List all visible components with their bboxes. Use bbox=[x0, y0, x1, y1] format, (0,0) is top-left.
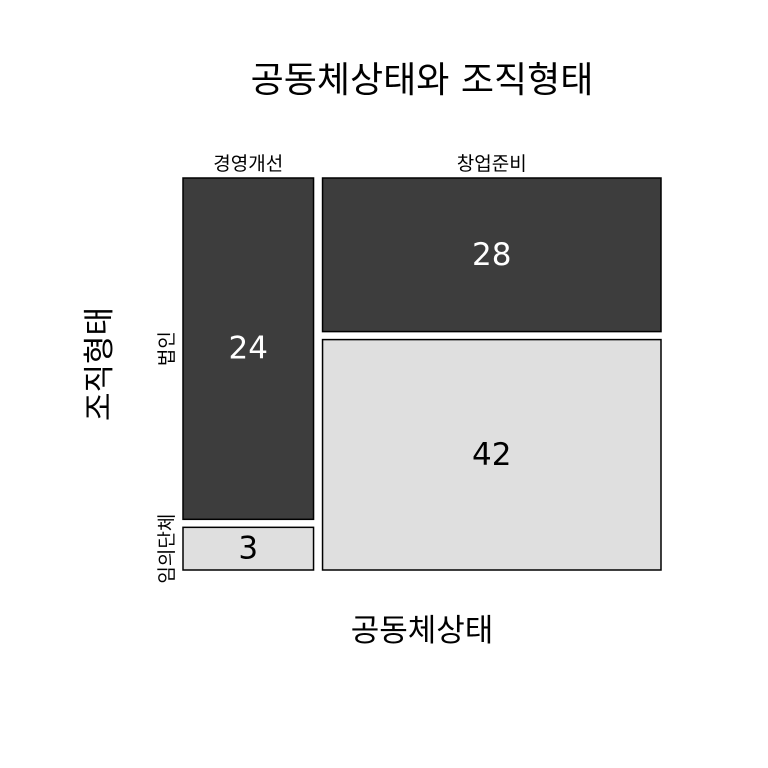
mosaic-cell-1-0 bbox=[321, 177, 662, 333]
y-category-label-1: 임의단체 bbox=[156, 514, 178, 584]
mosaic-cell-1-1 bbox=[321, 338, 662, 571]
mosaic-cells: 24 3 28 42 bbox=[182, 177, 662, 571]
x-axis-title: 공동체상태 bbox=[351, 613, 494, 649]
x-category-label-1: 창업준비 bbox=[457, 153, 527, 175]
x-category-label-0: 경영개선 bbox=[213, 153, 283, 175]
cell-value-label-0-0: 24 bbox=[229, 331, 268, 367]
y-category-label-0: 법인 bbox=[156, 331, 178, 366]
y-axis-title: 조직형태 bbox=[82, 307, 118, 421]
x-category-labels: 경영개선 창업준비 bbox=[213, 153, 526, 175]
mosaic-cell-0-1 bbox=[182, 526, 315, 571]
mosaic-cell-0-0 bbox=[182, 177, 315, 521]
chart-title: 공동체상태와 조직형태 bbox=[251, 60, 594, 101]
cell-value-label-1-1: 42 bbox=[472, 437, 511, 473]
cell-value-label-0-1: 3 bbox=[238, 531, 258, 567]
cell-value-label-1-0: 28 bbox=[472, 237, 511, 273]
